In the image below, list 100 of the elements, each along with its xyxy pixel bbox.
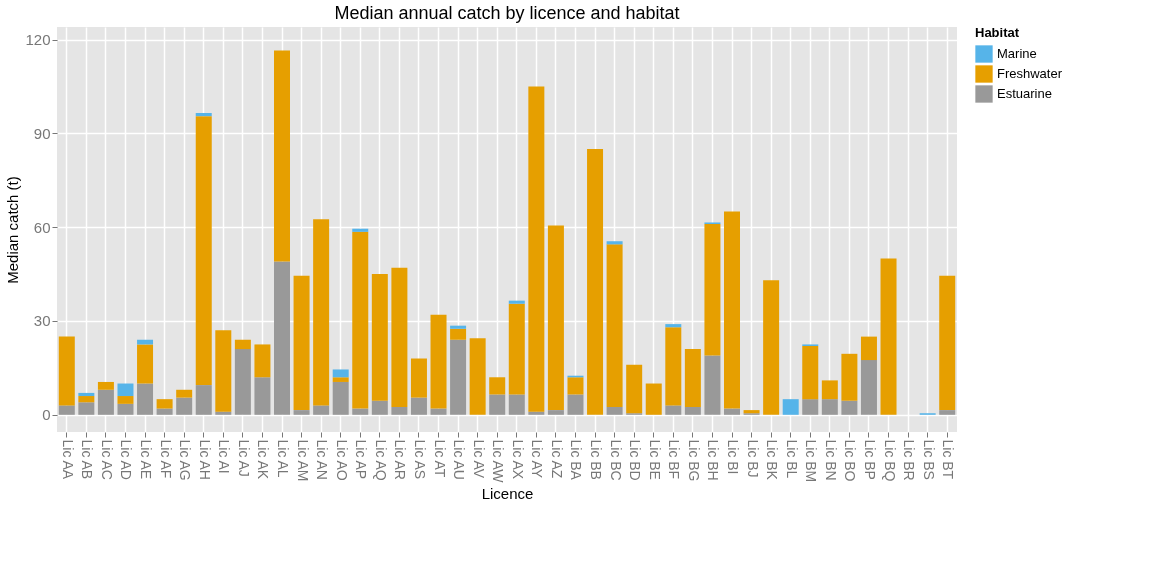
- bar: [137, 383, 154, 415]
- x-tick-label: Lic BH: [705, 439, 722, 481]
- bar: [410, 397, 427, 415]
- x-tick-label: Lic BO: [842, 439, 859, 482]
- bar: [626, 364, 643, 414]
- x-tick-label: Lic BP: [861, 439, 878, 480]
- chart-title: Median annual catch by licence and habitat: [334, 3, 680, 23]
- bar: [215, 411, 232, 415]
- bar: [78, 402, 95, 415]
- bar: [195, 385, 212, 415]
- bar: [724, 408, 740, 415]
- bar: [352, 231, 369, 409]
- x-tick-label: Lic AJ: [235, 439, 252, 477]
- y-tick-label: 30: [33, 312, 51, 330]
- bar: [880, 258, 897, 415]
- bar: [117, 396, 134, 404]
- bar: [97, 381, 114, 390]
- x-tick-label: Lic AA: [59, 439, 76, 480]
- x-tick-label: Lic BL: [783, 439, 800, 479]
- x-tick-label: Lic BD: [627, 439, 644, 481]
- x-tick-label: Lic BJ: [744, 439, 761, 478]
- bar: [274, 261, 290, 415]
- bar: [665, 327, 682, 406]
- bar: [763, 280, 780, 415]
- x-tick-label: Lic AI: [216, 439, 233, 474]
- x-tick-label: Lic BS: [920, 439, 937, 480]
- bar: [860, 360, 877, 415]
- bar: [117, 383, 134, 397]
- x-tick-label: Lic AV: [470, 439, 487, 479]
- bar: [195, 116, 212, 386]
- bar: [78, 396, 95, 403]
- bar: [704, 355, 721, 415]
- x-tick-label: Lic AQ: [372, 439, 389, 481]
- bar: [332, 377, 349, 382]
- x-tick-label: Lic AF: [157, 439, 174, 479]
- bar: [156, 399, 173, 409]
- x-tick-label: Lic BC: [607, 439, 624, 481]
- bar: [156, 408, 173, 415]
- bar: [450, 339, 467, 415]
- bar: [606, 244, 623, 407]
- bar: [58, 405, 75, 415]
- bar: [313, 219, 330, 406]
- bar: [332, 381, 349, 415]
- bar: [78, 392, 95, 397]
- bar: [176, 389, 193, 398]
- bar: [547, 410, 564, 415]
- bar: [704, 224, 721, 356]
- bar: [489, 394, 506, 415]
- bar: [528, 411, 545, 415]
- bar: [450, 325, 467, 329]
- bar: [332, 369, 349, 378]
- bar: [215, 330, 232, 412]
- bar: [547, 225, 564, 411]
- bar: [684, 406, 701, 415]
- bar: [430, 408, 447, 415]
- x-tick-label: Lic AG: [177, 439, 194, 481]
- x-tick-label: Lic BK: [764, 439, 781, 481]
- bar: [352, 408, 369, 415]
- bar: [371, 274, 388, 401]
- x-tick-label: Lic AR: [392, 439, 409, 480]
- x-tick-label: Lic AU: [451, 439, 468, 480]
- bar: [254, 344, 271, 378]
- x-tick-label: Lic AL: [275, 439, 291, 478]
- bar: [567, 377, 584, 395]
- bar: [352, 228, 369, 232]
- bar: [724, 211, 740, 409]
- bar: [665, 405, 682, 415]
- legend-label: Marine: [997, 46, 1037, 61]
- bar: [234, 349, 251, 415]
- bar: [195, 113, 212, 117]
- x-tick-label: Lic AM: [294, 439, 311, 482]
- x-tick-label: Lic BN: [822, 439, 839, 481]
- bar: [606, 241, 623, 245]
- bar: [645, 383, 662, 415]
- bar: [254, 377, 271, 415]
- x-tick-label: Lic BA: [568, 439, 585, 481]
- bar: [176, 397, 193, 415]
- bar: [528, 86, 545, 412]
- x-tick-label: Lic AS: [411, 439, 428, 480]
- x-tick-label: Lic AD: [118, 439, 135, 480]
- x-tick-label: Lic AC: [98, 439, 115, 480]
- x-tick-label: Lic AN: [314, 439, 331, 480]
- x-tick-label: Lic AW: [490, 439, 507, 484]
- bar: [939, 275, 956, 411]
- y-tick-label: 120: [25, 31, 51, 49]
- bar: [489, 377, 506, 395]
- x-tick-label: Lic BB: [588, 439, 605, 480]
- bar: [665, 324, 682, 328]
- bar: [860, 336, 877, 361]
- x-tick-label: Lic AB: [79, 439, 96, 480]
- y-tick-label: 90: [33, 124, 51, 142]
- bar: [802, 346, 819, 400]
- x-tick-label: Lic AE: [138, 439, 155, 480]
- bar: [58, 336, 75, 406]
- legend-label: Estuarine: [997, 86, 1052, 101]
- bar: [567, 394, 584, 415]
- x-tick-label: Lic AY: [529, 439, 546, 479]
- y-tick-label: 60: [33, 218, 51, 236]
- bar: [293, 410, 310, 415]
- bar: [430, 314, 447, 409]
